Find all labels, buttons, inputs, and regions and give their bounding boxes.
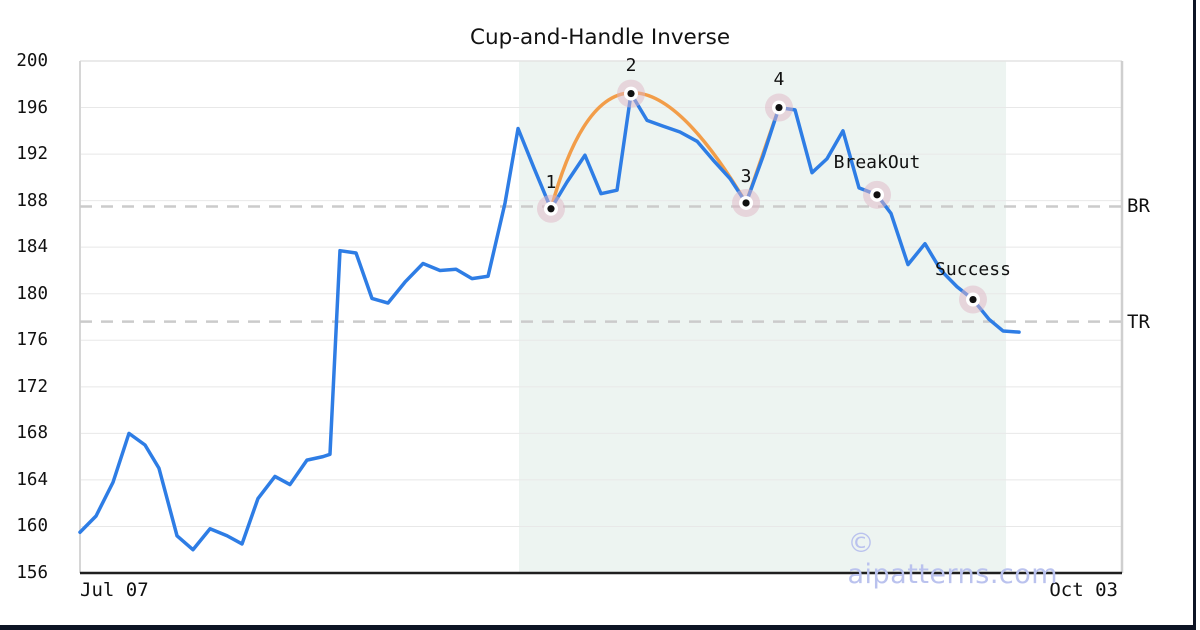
window-edge-right (1193, 0, 1196, 630)
pattern-point-marker (775, 103, 783, 112)
y-tick-label: 192 (16, 144, 48, 165)
marker-label-4: 4 (773, 68, 785, 90)
pattern-shaded-region (518, 61, 1007, 573)
pattern-point-marker (969, 295, 977, 304)
x-axis-label-start: Jul 07 (80, 579, 149, 601)
pattern-point-marker (547, 205, 555, 213)
level-label-breakout: BR (1127, 195, 1150, 218)
pattern-point-marker (627, 89, 635, 98)
y-tick-label: 188 (16, 190, 48, 211)
y-tick-label: 164 (16, 469, 48, 490)
marker-label-2: 2 (625, 54, 637, 76)
y-tick-label: 176 (16, 330, 48, 351)
level-label-target: TR (1127, 310, 1150, 333)
watermark: © aipatterns.com (847, 528, 1059, 590)
pattern-point-marker (873, 191, 881, 199)
marker-label-3: 3 (740, 165, 752, 187)
y-tick-label: 160 (16, 516, 48, 537)
x-axis-label-end: Oct 03 (1049, 579, 1118, 601)
chart-title: Cup-and-Handle Inverse (469, 25, 731, 50)
y-tick-label: 200 (16, 51, 48, 71)
marker-label-breakout: BreakOut (833, 151, 921, 173)
y-tick-label: 180 (16, 283, 48, 304)
price-line (78, 91, 1021, 552)
y-tick-label: 156 (16, 563, 48, 583)
marker-label-success: Success (935, 258, 1011, 280)
window-edge-bottom (0, 625, 1195, 630)
pattern-point-marker (742, 199, 750, 207)
y-tick-label: 184 (16, 237, 48, 258)
y-tick-label: 168 (16, 423, 48, 444)
marker-label-1: 1 (545, 171, 557, 193)
y-tick-label: 196 (16, 97, 48, 118)
y-tick-label: 172 (16, 376, 48, 397)
